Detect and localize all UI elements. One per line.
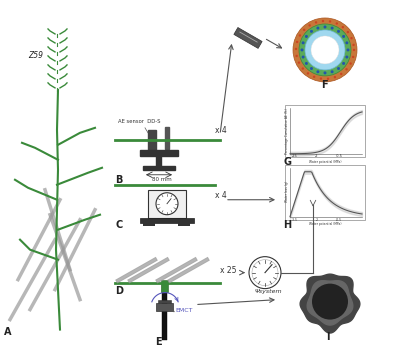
Circle shape <box>249 257 281 289</box>
Bar <box>143 166 175 170</box>
Circle shape <box>310 30 313 33</box>
Circle shape <box>300 49 304 51</box>
Text: I: I <box>326 331 330 341</box>
Bar <box>178 223 190 226</box>
Bar <box>158 299 171 303</box>
Circle shape <box>295 48 297 50</box>
Text: D: D <box>115 286 123 296</box>
Circle shape <box>320 77 322 80</box>
Text: x 4: x 4 <box>215 191 227 200</box>
Text: -2: -2 <box>315 154 319 158</box>
Text: B: B <box>115 175 122 185</box>
Text: -0.5: -0.5 <box>336 218 342 222</box>
Text: x 25: x 25 <box>220 266 236 274</box>
Circle shape <box>298 61 300 64</box>
Text: EMCT: EMCT <box>175 307 192 313</box>
Circle shape <box>316 70 319 73</box>
Bar <box>161 280 168 291</box>
Text: C: C <box>115 220 122 230</box>
Circle shape <box>337 67 340 70</box>
Circle shape <box>315 21 317 24</box>
Circle shape <box>345 56 348 59</box>
Bar <box>165 127 169 149</box>
Circle shape <box>322 20 324 22</box>
Circle shape <box>296 55 298 57</box>
Bar <box>285 165 365 220</box>
Circle shape <box>302 67 304 70</box>
Circle shape <box>345 68 348 70</box>
Circle shape <box>308 24 311 27</box>
Circle shape <box>352 56 354 58</box>
Circle shape <box>302 41 305 44</box>
Text: Water potential (MPa): Water potential (MPa) <box>309 222 341 226</box>
Circle shape <box>310 67 313 70</box>
Circle shape <box>334 76 336 78</box>
Text: Ψsystem: Ψsystem <box>255 289 283 294</box>
Text: G: G <box>283 157 291 167</box>
Circle shape <box>352 44 355 46</box>
Circle shape <box>252 260 278 286</box>
Circle shape <box>346 49 350 51</box>
Bar <box>148 130 156 150</box>
Circle shape <box>302 56 305 59</box>
Text: -25: -25 <box>292 154 298 158</box>
Circle shape <box>350 62 352 65</box>
Circle shape <box>299 34 301 37</box>
Circle shape <box>303 28 305 31</box>
Text: H: H <box>283 220 291 230</box>
Circle shape <box>324 25 326 28</box>
Circle shape <box>342 26 344 28</box>
Circle shape <box>350 37 353 39</box>
Text: -0.5: -0.5 <box>336 154 342 158</box>
Circle shape <box>307 72 309 75</box>
Bar <box>140 150 178 156</box>
Circle shape <box>353 49 355 51</box>
Circle shape <box>342 35 345 38</box>
Circle shape <box>305 35 308 38</box>
Polygon shape <box>307 281 353 325</box>
Bar <box>148 190 186 218</box>
Circle shape <box>331 70 334 73</box>
Text: Z59: Z59 <box>28 51 43 60</box>
Circle shape <box>312 283 348 320</box>
Text: A: A <box>4 327 12 337</box>
Circle shape <box>305 30 345 70</box>
Circle shape <box>324 71 326 74</box>
Circle shape <box>327 77 329 80</box>
Text: -2: -2 <box>316 218 318 222</box>
Text: F: F <box>321 80 328 90</box>
Circle shape <box>156 193 178 215</box>
Circle shape <box>313 76 315 78</box>
Circle shape <box>293 18 357 82</box>
Bar <box>143 223 155 226</box>
Text: Water potential (MPa): Water potential (MPa) <box>309 160 341 164</box>
Polygon shape <box>300 274 360 333</box>
Circle shape <box>337 30 340 33</box>
Circle shape <box>347 31 349 33</box>
Bar <box>156 156 161 166</box>
Text: -3.5: -3.5 <box>292 218 298 222</box>
Text: x 4: x 4 <box>215 126 227 135</box>
Circle shape <box>329 20 331 23</box>
Circle shape <box>331 27 334 29</box>
Circle shape <box>299 24 351 76</box>
Circle shape <box>342 62 345 65</box>
Text: Water loss (g): Water loss (g) <box>285 181 289 202</box>
Circle shape <box>305 62 308 65</box>
Polygon shape <box>234 27 262 48</box>
Circle shape <box>296 41 298 43</box>
Bar <box>162 285 167 340</box>
Circle shape <box>345 41 348 44</box>
Text: AE sensor  DD-S: AE sensor DD-S <box>118 119 160 124</box>
Circle shape <box>336 22 338 25</box>
Bar <box>156 303 173 311</box>
Circle shape <box>340 73 342 75</box>
Text: E: E <box>155 337 162 347</box>
Bar <box>140 218 194 223</box>
Circle shape <box>311 36 339 64</box>
Circle shape <box>316 27 319 29</box>
Text: Percentage Cumulative AE (%): Percentage Cumulative AE (%) <box>285 108 289 154</box>
Bar <box>285 105 365 157</box>
Text: 80 mm: 80 mm <box>152 177 172 182</box>
